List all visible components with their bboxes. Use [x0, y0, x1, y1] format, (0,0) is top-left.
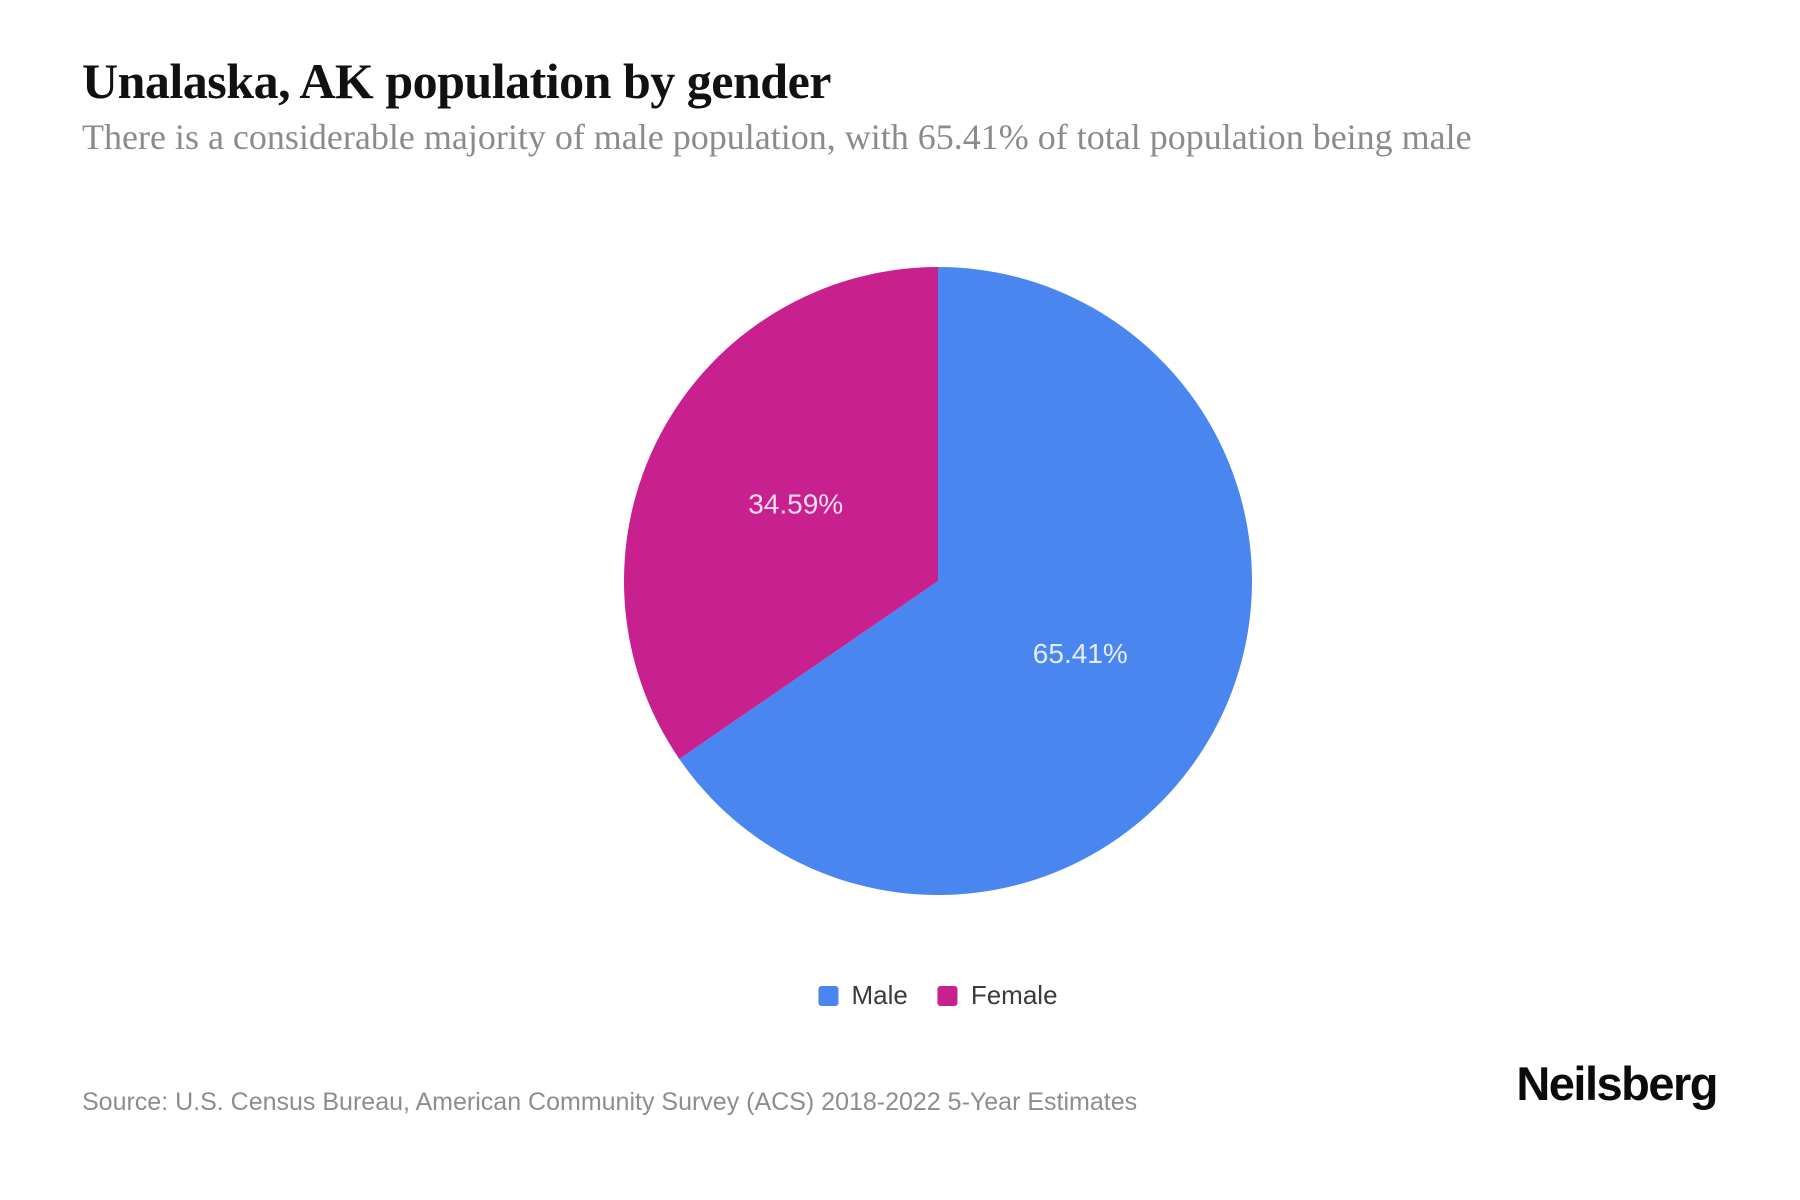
pie-slice-label-female: 34.59% [748, 489, 843, 520]
legend-item-male[interactable]: Male [818, 980, 908, 1011]
pie-slice-male[interactable] [679, 267, 1252, 895]
pie-slice-label-male: 65.41% [1033, 638, 1128, 669]
chart-subtitle: There is a considerable majority of male… [82, 117, 1472, 157]
brand-logo: Neilsberg [1516, 1057, 1718, 1110]
pie-slices: 65.41% 34.59% [624, 267, 1252, 895]
female-legend-swatch-icon [937, 985, 958, 1006]
pie-chart: 65.41% 34.59% [610, 253, 1266, 909]
legend-label-male: Male [851, 980, 908, 1010]
male-legend-swatch-icon [818, 985, 839, 1006]
pie-slice-female[interactable] [624, 267, 938, 759]
legend-item-female[interactable]: Female [937, 980, 1058, 1011]
legend: Male Female [818, 980, 1058, 1011]
chart-title: Unalaska, AK population by gender [82, 53, 831, 109]
source-text: Source: U.S. Census Bureau, American Com… [82, 1088, 1138, 1116]
legend-label-female: Female [970, 980, 1058, 1010]
